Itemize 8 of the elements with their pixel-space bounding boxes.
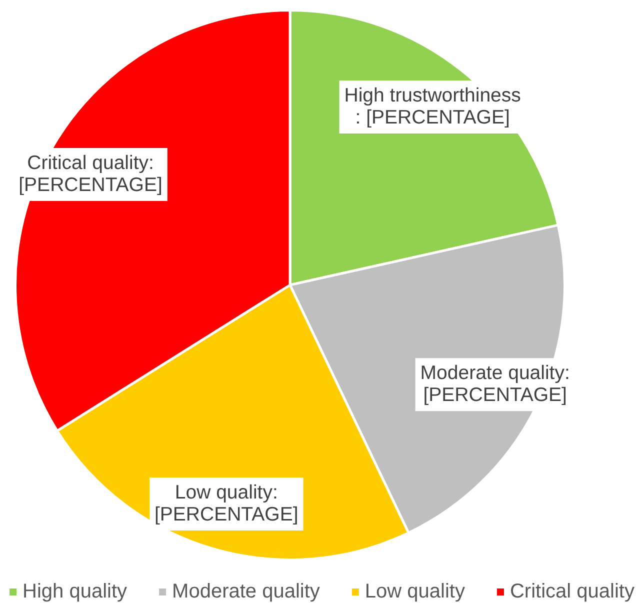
data-label: Critical quality: [PERCENTAGE] [18,152,162,196]
legend-label: Moderate quality [172,580,320,603]
data-label: High trustworthiness : [PERCENTAGE] [344,84,522,128]
legend-label: High quality [22,580,128,603]
legend-label: Low quality [364,580,465,603]
data-label: Moderate quality: [PERCENTAGE] [420,362,570,406]
data-label: Low quality: [PERCENTAGE] [154,481,298,526]
legend-label: Critical quality [510,580,634,603]
